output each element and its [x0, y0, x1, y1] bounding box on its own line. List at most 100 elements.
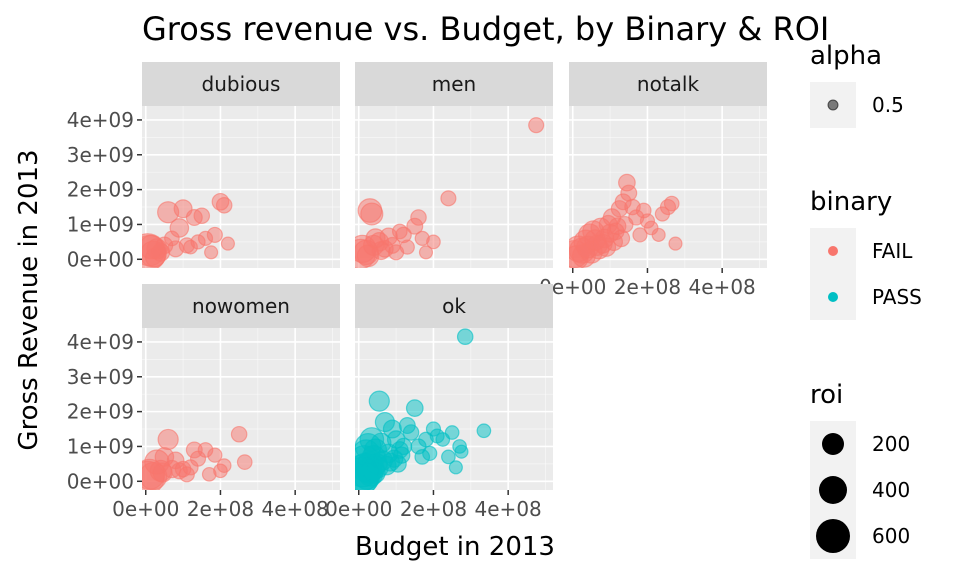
data-point	[236, 454, 253, 470]
legend-binary-title: binary	[810, 187, 892, 217]
data-point	[391, 223, 408, 240]
legend-roi-400-label: 400	[872, 478, 910, 502]
x-axis-label: Budget in 2013	[355, 532, 555, 562]
facet-strip-label: nowomen	[192, 294, 290, 318]
facet-panel-nowomen: nowomen 0e+00 1e+09 2e+09 3e+09 4e+09 0e+00 2e+…	[67, 284, 340, 521]
data-point	[207, 447, 223, 463]
data-point	[410, 209, 427, 226]
facet-strip-label: men	[432, 72, 476, 96]
legend-roi: roi 200 400 600	[810, 380, 910, 559]
data-point	[399, 239, 415, 255]
facet-strip	[569, 62, 767, 106]
legend-binary-pass-point	[828, 292, 838, 302]
x-tick-label: 4e+08	[262, 497, 329, 521]
data-point	[402, 424, 420, 441]
data-point	[230, 425, 248, 443]
data-point	[654, 206, 671, 222]
data-point	[154, 447, 175, 467]
legend-binary-key-bg	[810, 228, 856, 320]
data-point	[182, 459, 199, 476]
legend-binary-fail-label: FAIL	[872, 239, 913, 263]
legend-roi-600-label: 600	[872, 524, 910, 548]
y-tick-label: 2e+09	[67, 178, 134, 202]
chart-title: Gross revenue vs. Budget, by Binary & RO…	[142, 10, 829, 48]
legend-binary: binary FAIL PASS	[810, 187, 922, 320]
legend-alpha-label: 0.5	[872, 93, 904, 117]
y-tick-label: 2e+09	[67, 400, 134, 424]
points-men	[355, 117, 545, 268]
data-point	[441, 449, 456, 465]
data-point	[164, 230, 180, 247]
facet-strip	[142, 284, 340, 328]
data-point	[215, 197, 233, 214]
points-notalk	[569, 173, 683, 268]
y-tick-label: 1e+09	[67, 212, 134, 236]
data-point	[157, 428, 179, 451]
data-point	[418, 245, 434, 260]
y-tick-label: 0e+00	[67, 247, 134, 271]
data-point	[616, 215, 634, 233]
data-point	[220, 236, 235, 251]
data-point	[632, 227, 648, 243]
facet-strip	[355, 62, 553, 106]
y-tick-label: 3e+09	[67, 365, 134, 389]
y-tick-label: 1e+09	[67, 434, 134, 458]
y-axis-label: Gross Revenue in 2013	[14, 149, 44, 450]
data-point	[620, 184, 638, 202]
points-dubious	[142, 192, 235, 268]
data-point	[452, 439, 467, 454]
x-tick-label: 2e+08	[614, 275, 681, 299]
legend-roi-200-point	[822, 433, 844, 455]
data-point	[190, 234, 206, 250]
data-point	[426, 234, 441, 250]
x-tick-label: 2e+08	[187, 497, 254, 521]
data-point	[405, 399, 424, 417]
data-point	[383, 236, 401, 254]
facet-strip-label: notalk	[637, 72, 700, 96]
data-point	[528, 117, 545, 134]
x-tick-label: 4e+08	[475, 497, 542, 521]
legend-binary-pass-label: PASS	[872, 285, 922, 309]
data-point	[216, 458, 232, 473]
data-point	[422, 445, 438, 462]
points-nowomen	[142, 425, 253, 490]
data-point	[193, 207, 211, 225]
data-point	[440, 190, 457, 207]
points-ok	[355, 328, 492, 490]
y-tick-label: 3e+09	[67, 143, 134, 167]
data-point	[360, 202, 384, 226]
facet-strip	[142, 62, 340, 106]
facet-panel-ok: ok 0e+00 2e+08 4e+08	[325, 284, 553, 521]
facet-strip-label: dubious	[202, 72, 281, 96]
data-point	[668, 236, 683, 251]
legend-binary-fail-point	[828, 246, 838, 256]
y-tick-label: 4e+09	[67, 108, 134, 132]
data-point	[651, 227, 666, 242]
data-point	[365, 228, 386, 249]
data-point	[663, 195, 680, 212]
legend-roi-title: roi	[810, 380, 843, 410]
legend-alpha-point	[827, 99, 839, 111]
data-point	[142, 234, 164, 260]
data-point	[444, 425, 460, 440]
facet-panel-men: men	[355, 62, 553, 268]
legend-roi-200-label: 200	[872, 432, 910, 456]
data-point	[204, 245, 219, 260]
data-point	[456, 328, 474, 345]
legend-roi-600-point	[816, 519, 850, 553]
facet-panel-dubious: dubious 0e+00 1e+09 2e+09 3e+09 4e+09	[67, 62, 340, 271]
x-tick-label: 2e+08	[400, 497, 467, 521]
legend-alpha: alpha 0.5	[810, 41, 904, 128]
data-point	[393, 446, 411, 464]
data-point	[476, 423, 492, 439]
legend-alpha-title: alpha	[810, 41, 882, 71]
facet-strip-label: ok	[442, 294, 466, 318]
facet-panels: dubious 0e+00 1e+09 2e+09 3e+09 4e+09 men notal…	[67, 62, 767, 521]
y-tick-label: 0e+00	[67, 469, 134, 493]
facet-strip	[355, 284, 553, 328]
data-point	[206, 226, 223, 243]
data-point	[368, 390, 390, 412]
x-tick-label: 0e+00	[325, 497, 392, 521]
